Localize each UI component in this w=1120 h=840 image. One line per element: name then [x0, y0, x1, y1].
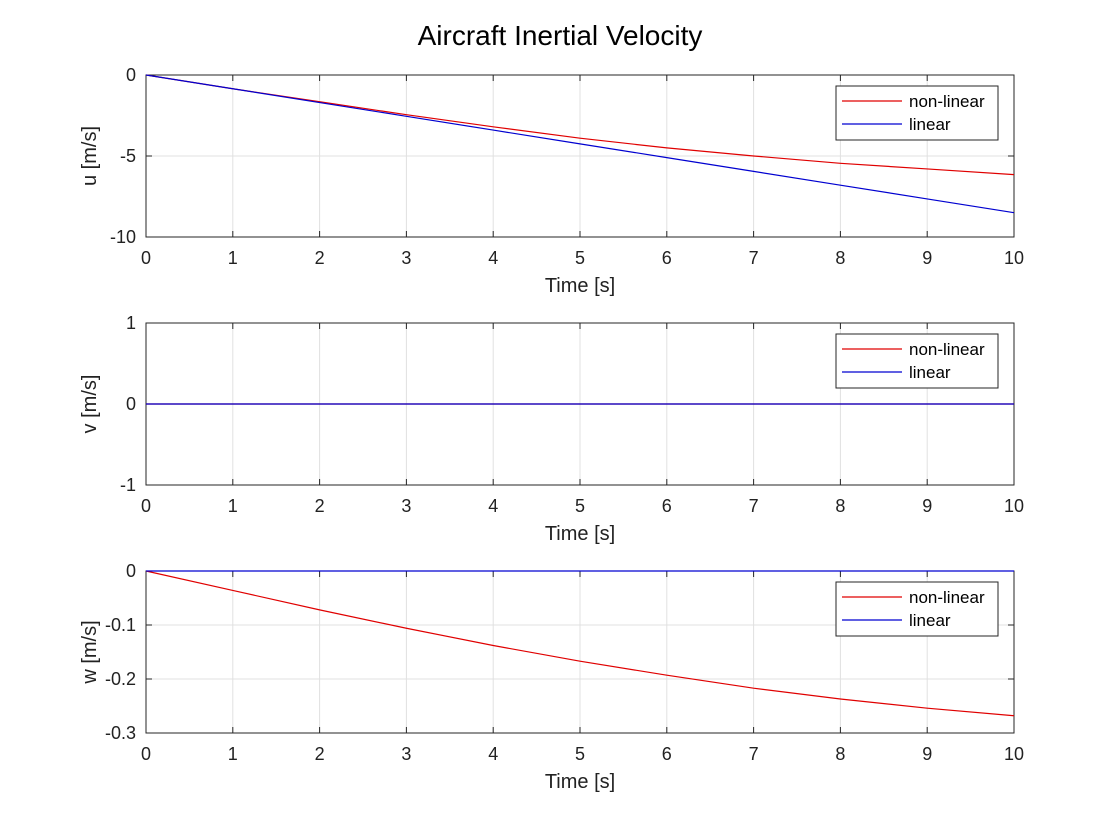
x-tick-label: 4 — [488, 496, 498, 516]
y-axis-label: u [m/s] — [79, 126, 101, 186]
x-tick-label: 3 — [401, 744, 411, 764]
x-tick-label: 9 — [922, 248, 932, 268]
x-tick-label: 1 — [228, 248, 238, 268]
series-line-non-linear — [145, 570, 1015, 717]
x-tick-label: 6 — [662, 496, 672, 516]
y-tick-label: 1 — [126, 313, 136, 333]
x-tick-label: 7 — [749, 248, 759, 268]
x-tick-label: 7 — [749, 496, 759, 516]
x-tick-label: 5 — [575, 248, 585, 268]
x-tick-label: 2 — [315, 496, 325, 516]
y-tick-label: -0.1 — [105, 615, 136, 635]
x-tick-label: 10 — [1004, 496, 1024, 516]
x-tick-label: 2 — [315, 744, 325, 764]
x-axis-label: Time [s] — [545, 523, 615, 545]
x-tick-label: 3 — [401, 496, 411, 516]
series-line-linear — [145, 74, 1015, 214]
legend-label: non-linear — [909, 340, 985, 359]
x-tick-label: 2 — [315, 248, 325, 268]
x-tick-label: 8 — [835, 248, 845, 268]
figure-title: Aircraft Inertial Velocity — [418, 20, 703, 51]
x-axis-label: Time [s] — [545, 771, 615, 793]
x-tick-label: 6 — [662, 744, 672, 764]
legend-label: non-linear — [909, 588, 985, 607]
y-tick-label: 0 — [126, 561, 136, 581]
x-tick-label: 0 — [141, 248, 151, 268]
y-tick-label: 0 — [126, 394, 136, 414]
x-tick-label: 7 — [749, 744, 759, 764]
legend-label: linear — [909, 611, 951, 630]
y-tick-label: -0.2 — [105, 669, 136, 689]
x-tick-label: 9 — [922, 496, 932, 516]
x-tick-label: 0 — [141, 744, 151, 764]
x-tick-label: 4 — [488, 248, 498, 268]
y-tick-label: 0 — [126, 65, 136, 85]
y-tick-label: -5 — [120, 146, 136, 166]
x-tick-label: 10 — [1004, 744, 1024, 764]
x-tick-label: 9 — [922, 744, 932, 764]
x-tick-label: 8 — [835, 496, 845, 516]
legend-label: linear — [909, 115, 951, 134]
x-tick-label: 1 — [228, 744, 238, 764]
legend-label: non-linear — [909, 92, 985, 111]
x-tick-label: 5 — [575, 496, 585, 516]
y-tick-label: -10 — [110, 227, 136, 247]
subplot-3: 0 1 2 3 4 5 6 7 8 9 10 0 -0.1 -0.2 -0.3 Time [s] w [m/s]… — [79, 561, 1024, 793]
x-tick-label: 4 — [488, 744, 498, 764]
x-tick-label: 6 — [662, 248, 672, 268]
legend-box — [835, 581, 999, 637]
x-tick-label: 8 — [835, 744, 845, 764]
y-axis-label: v [m/s] — [79, 375, 101, 434]
subplot-1: 0 1 2 3 4 5 6 7 8 9 10 0 -5 -10 Time [s] u [m/s] non-lin… — [79, 65, 1024, 297]
x-tick-label: 1 — [228, 496, 238, 516]
x-tick-label: 5 — [575, 744, 585, 764]
legend-label: linear — [909, 363, 951, 382]
legend-box — [835, 333, 999, 389]
x-axis-label: Time [s] — [545, 275, 615, 297]
y-axis-label: w [m/s] — [79, 620, 101, 684]
x-tick-label: 3 — [401, 248, 411, 268]
legend: non-linear linear — [835, 333, 999, 389]
y-tick-label: -1 — [120, 475, 136, 495]
legend-box — [835, 85, 999, 141]
legend: non-linear linear — [835, 581, 999, 637]
x-tick-label: 10 — [1004, 248, 1024, 268]
legend: non-linear linear — [835, 85, 999, 141]
y-tick-label: -0.3 — [105, 723, 136, 743]
x-tick-label: 0 — [141, 496, 151, 516]
